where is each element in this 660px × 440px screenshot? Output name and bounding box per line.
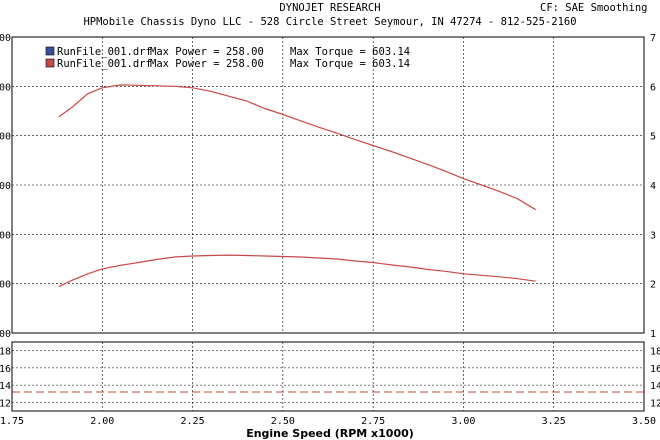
right-y-tick-label: 2	[650, 280, 656, 291]
left-y-tick-label: 100	[0, 329, 11, 340]
legend-max-torque: Max Torque = 603.14	[290, 58, 410, 70]
grid	[11, 36, 645, 411]
x-tick-label: 3.25	[542, 416, 566, 427]
x-tick-label: 1.75	[0, 416, 24, 427]
series-line-torque	[58, 84, 537, 211]
legend-file-name: RunFile_001.drf	[57, 58, 152, 70]
afr-right-y-tick-label: 14	[650, 381, 660, 392]
afr-y-tick-label: 16	[0, 364, 11, 375]
legend-max-power: Max Power = 258.00	[150, 58, 264, 70]
left-y-tick-label: 700	[0, 33, 11, 44]
legend-swatch	[45, 58, 55, 68]
legend-file-name: RunFile_001.drf	[57, 46, 152, 58]
left-y-axis-ticks: 700 600 500 400 300 200 100	[0, 33, 11, 340]
left-y-tick-label: 500	[0, 132, 11, 143]
afr-y-tick-label: 14	[0, 381, 11, 392]
afr-right-y-tick-label: 16	[650, 364, 660, 375]
main-plot-frame	[11, 36, 645, 334]
afr-plot-frame	[11, 341, 645, 412]
right-y-tick-label: 3	[650, 230, 656, 241]
correction-factor-label: CF: SAE Smoothing	[540, 2, 648, 14]
x-tick-label: 2.25	[181, 416, 205, 427]
left-y-tick-label: 300	[0, 230, 11, 241]
x-axis-label: Engine Speed (RPM x1000)	[246, 427, 414, 440]
dyno-company-title: DYNOJET RESEARCH	[279, 2, 381, 14]
legend-max-torque: Max Torque = 603.14	[290, 46, 410, 58]
afr-right-y-tick-label: 18	[650, 347, 660, 358]
left-y-tick-label: 200	[0, 280, 11, 291]
right-y-tick-label: 6	[650, 82, 656, 93]
series	[12, 84, 644, 393]
x-tick-label: 2.00	[90, 416, 114, 427]
afr-y-tick-label: 12	[0, 398, 11, 409]
legend-swatch	[45, 46, 55, 56]
x-tick-label: 2.75	[361, 416, 385, 427]
right-y-tick-label: 4	[650, 181, 656, 192]
legend-max-power: Max Power = 258.00	[150, 46, 264, 58]
right-y-axis-ticks: 7 6 5 4 3 2 1	[650, 33, 656, 340]
right-y-tick-label: 1	[650, 329, 656, 340]
x-tick-label: 3.00	[451, 416, 475, 427]
x-tick-label: 3.50	[632, 416, 656, 427]
series-line-power	[58, 254, 536, 288]
left-y-tick-label: 600	[0, 82, 11, 93]
right-y-tick-label: 5	[650, 132, 656, 143]
afr-y-axis-ticks: 18 18 16 16 14 14 12 12	[0, 347, 660, 410]
afr-y-tick-label: 18	[0, 347, 11, 358]
right-y-tick-label: 7	[650, 33, 656, 44]
shop-info-line: HPMobile Chassis Dyno LLC - 528 Circle S…	[83, 16, 577, 28]
left-y-tick-label: 400	[0, 181, 11, 192]
x-axis-ticks: 1.75 2.00 2.25 2.50 2.75 3.00 3.25 3.50	[0, 416, 656, 427]
x-tick-label: 2.50	[271, 416, 295, 427]
afr-right-y-tick-label: 12	[650, 398, 660, 409]
